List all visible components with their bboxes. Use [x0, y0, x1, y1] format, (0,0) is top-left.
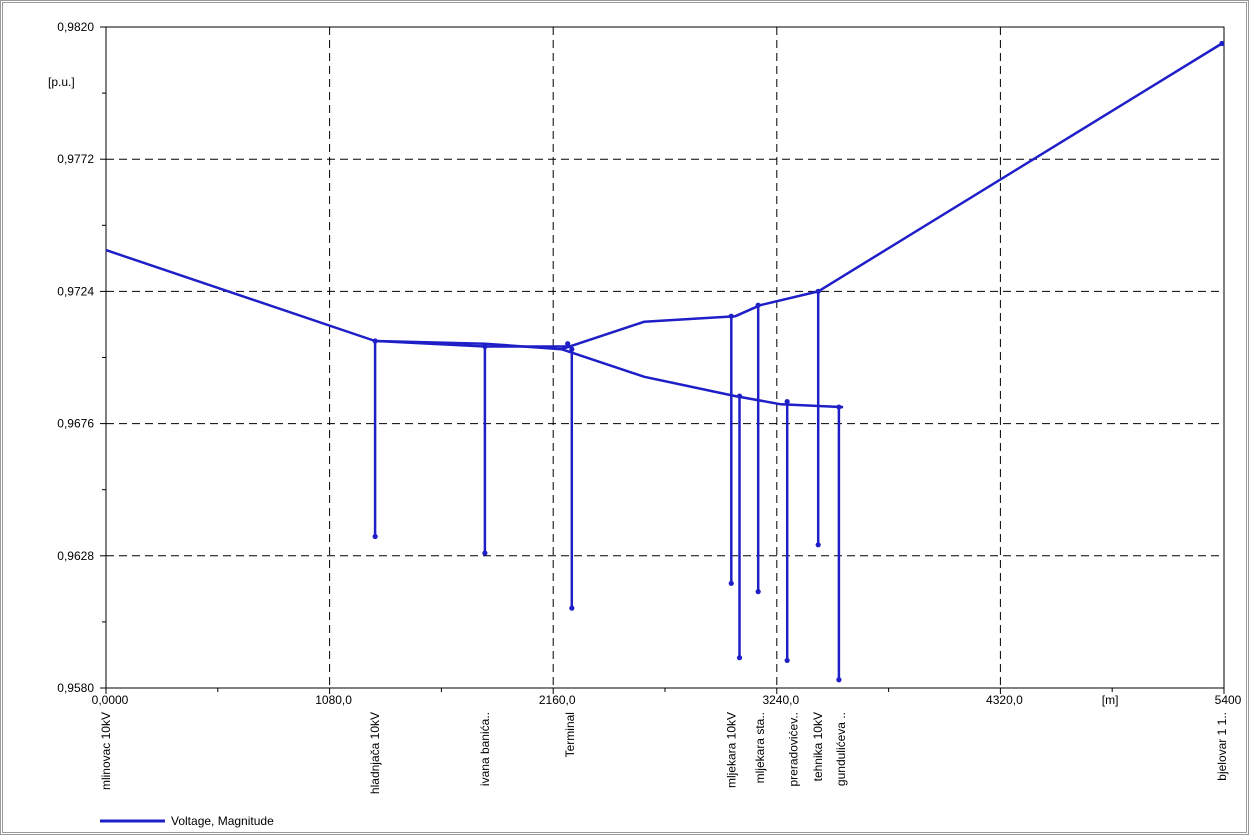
data-point	[784, 657, 790, 664]
data-point	[569, 605, 575, 611]
y-tick-label: 0,9676	[57, 417, 94, 431]
data-point	[482, 343, 488, 350]
x-tick-label: 3240,0	[762, 693, 799, 707]
node-labels: mlinovac 10kV hladnjača 10kV ivana banića.…	[99, 712, 1229, 794]
y-tick-label: 0,9580	[57, 681, 94, 695]
y-axis-ticks: 0,9580 0,9628 0,9676 0,9724 0,9772 0,9820	[57, 20, 106, 695]
grid-lines	[106, 27, 1224, 688]
data-point	[372, 533, 378, 540]
data-point	[755, 302, 761, 308]
data-point	[836, 404, 842, 410]
x-tick-label: 0,0000	[92, 693, 129, 707]
x-tick-label: 4320,0	[986, 693, 1023, 707]
data-point	[736, 655, 743, 661]
x-tick-label: 2160,0	[539, 693, 576, 707]
y-tick-label: 0,9820	[57, 20, 94, 34]
node-label: gundulićeva ..	[834, 712, 848, 786]
node-label: mljekara sta..	[753, 712, 767, 783]
x-axis-unit-label: [m]	[1102, 693, 1119, 707]
node-label: ivana banića..	[478, 712, 492, 786]
node-label: bjelovar 1 1..	[1215, 712, 1229, 781]
node-label: mljekara 10kV	[724, 712, 738, 788]
x-tick-label: 1080,0	[315, 693, 352, 707]
legend: Voltage, Magnitude	[100, 814, 274, 828]
series-line	[105, 42, 1223, 351]
data-point	[815, 288, 821, 294]
data-point	[736, 393, 743, 399]
data-point	[755, 589, 761, 595]
voltage-series	[105, 40, 1225, 683]
series-line	[561, 348, 844, 409]
x-axis-ticks: 0,0000 1080,0 2160,0 3240,0 4320,0 5400	[92, 688, 1242, 707]
data-point	[482, 550, 488, 556]
data-point	[836, 677, 842, 683]
x-tick-label: 5400	[1215, 693, 1242, 707]
legend-label-voltage-magnitude: Voltage, Magnitude	[171, 814, 274, 828]
data-point	[372, 338, 378, 344]
node-label: mlinovac 10kV	[99, 712, 113, 790]
plot-area-border	[105, 26, 1225, 689]
voltage-profile-chart: 0,9580 0,9628 0,9676 0,9724 0,9772 0,9820 0,0…	[48, 20, 1242, 828]
data-point	[565, 341, 571, 347]
node-label: hladnjača 10kV	[368, 712, 382, 794]
data-point	[1219, 40, 1225, 47]
y-tick-label: 0,9772	[57, 152, 94, 166]
data-point	[728, 580, 734, 586]
node-label: tehnika 10kV	[811, 712, 825, 781]
data-point	[728, 313, 734, 319]
y-tick-label: 0,9724	[57, 284, 94, 298]
y-axis-unit-label: [p.u.]	[48, 75, 75, 89]
y-tick-label: 0,9628	[57, 549, 94, 563]
node-label: Terminal	[563, 712, 577, 757]
node-label: preradovićev..	[786, 712, 800, 786]
data-point	[784, 398, 790, 405]
data-point	[815, 542, 821, 548]
data-point	[569, 346, 575, 352]
